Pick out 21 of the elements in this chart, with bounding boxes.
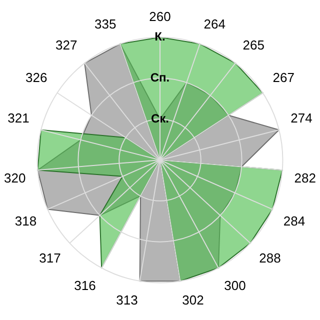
spoke-label: 284 xyxy=(283,214,306,229)
spoke-label: 260 xyxy=(149,9,171,24)
spoke-label: 313 xyxy=(116,292,138,308)
spoke-label: 288 xyxy=(259,250,281,266)
spoke-label: 274 xyxy=(290,110,312,126)
spoke-label: 300 xyxy=(224,278,246,293)
spoke-label: 267 xyxy=(272,70,295,86)
y-tick-label: К. xyxy=(154,30,166,44)
spoke-label: 321 xyxy=(8,110,30,126)
spoke-label: 316 xyxy=(74,278,96,293)
spoke-label: 327 xyxy=(56,37,78,52)
spoke-label: 264 xyxy=(204,16,226,32)
spoke-label: 302 xyxy=(182,292,204,308)
spoke-label: 335 xyxy=(94,16,116,32)
spoke-label: 265 xyxy=(242,37,264,52)
y-tick-label: Сп. xyxy=(150,70,170,84)
spoke-label: 282 xyxy=(294,170,316,186)
spoke-label: 318 xyxy=(14,214,37,229)
spoke-label: 320 xyxy=(4,170,26,186)
spoke-label: 326 xyxy=(25,70,48,86)
spoke-label: 317 xyxy=(39,250,61,266)
